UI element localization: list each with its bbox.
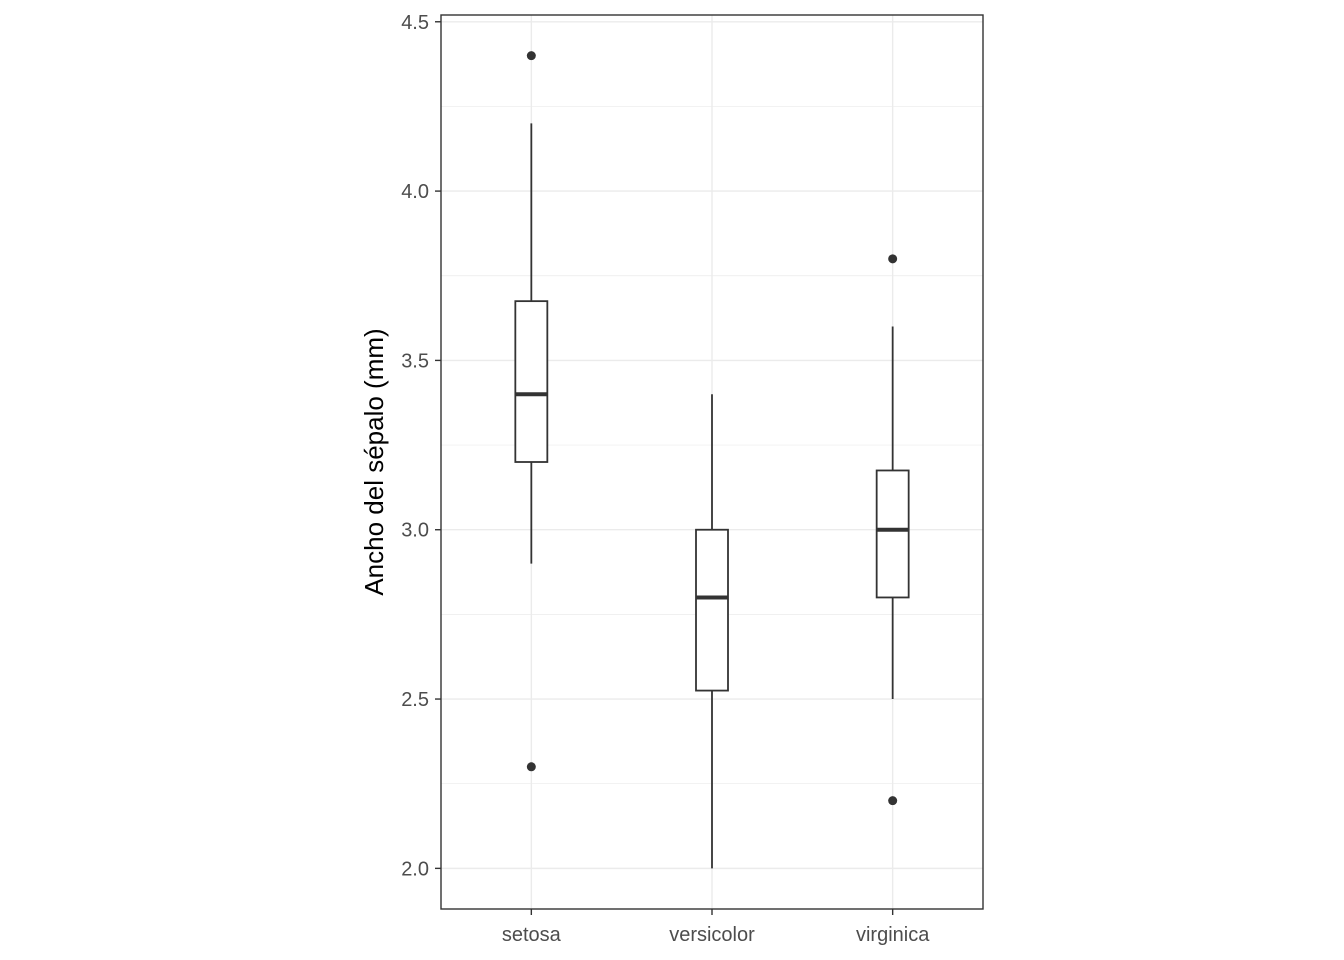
outlier-point [888,796,898,806]
x-tick-label: virginica [856,924,930,946]
y-tick-label: 2.5 [401,689,429,711]
y-tick-label: 3.0 [401,520,429,542]
iqr-box [875,469,910,599]
box-versicolor [695,394,729,869]
outlier-point [888,254,898,264]
box-layer [514,51,910,869]
x-tick-label: versicolor [669,924,755,946]
box-virginica [875,254,910,806]
y-tick-label: 4.5 [401,12,429,34]
outlier-point [526,762,536,772]
y-tick-label: 3.5 [401,350,429,372]
axis-layer: 2.0 2.5 3.0 3.5 4.0 4.5 setosa versicolor virgin… [401,12,930,946]
x-tick-label: setosa [502,924,562,946]
outlier-point [526,51,536,61]
iqr-box [514,300,549,463]
y-axis-title: Ancho del sépalo (mm) [359,328,389,595]
iqr-box [695,528,729,692]
box-setosa [514,51,549,772]
y-tick-label: 4.0 [401,181,429,203]
y-tick-label: 2.0 [401,858,429,880]
